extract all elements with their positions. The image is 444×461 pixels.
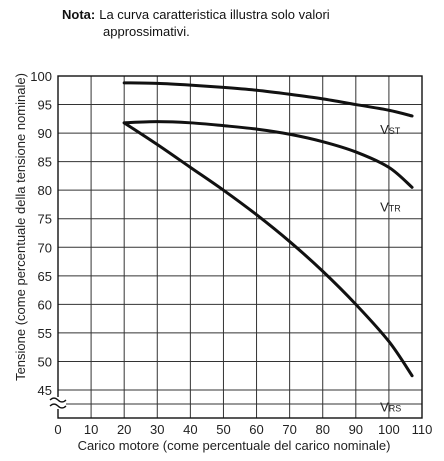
series-label-main: V xyxy=(380,199,389,214)
chart-note: Nota: La curva caratteristica illustra so… xyxy=(62,6,422,40)
series-label-sub: RS xyxy=(389,404,402,414)
series-label-tr: VTR xyxy=(380,199,401,214)
series-line-rs xyxy=(122,121,414,378)
series-line-st xyxy=(122,81,414,118)
x-tick-labels: 0 10 20 30 40 50 60 70 80 90 100 110 xyxy=(54,422,432,437)
y-tick-labels: 45 50 55 60 65 70 75 80 85 90 95 100 xyxy=(30,69,52,398)
x-tick-label: 40 xyxy=(183,422,197,437)
y-tick-label: 75 xyxy=(38,212,52,227)
x-tick-label: 110 xyxy=(412,422,433,437)
y-tick-label: 70 xyxy=(38,240,52,255)
x-tick-label: 90 xyxy=(349,422,363,437)
plot-frame xyxy=(57,75,423,419)
x-tick-label: 0 xyxy=(54,422,61,437)
y-tick-label: 45 xyxy=(38,383,52,398)
series-label-rs: VRS xyxy=(380,400,401,415)
series-line-tr xyxy=(122,120,414,189)
y-tick-label: 90 xyxy=(38,126,52,141)
plot-border xyxy=(57,75,423,419)
y-axis-break-symbol xyxy=(49,397,67,409)
axis-break-wave xyxy=(49,397,67,403)
series-label-main: V xyxy=(380,122,389,137)
x-axis-label: Carico motore (come percentuale del cari… xyxy=(78,438,391,453)
axis-break-wave xyxy=(49,403,67,409)
y-tick-label: 65 xyxy=(38,269,52,284)
x-tick-label: 100 xyxy=(378,422,400,437)
axis-break-gap xyxy=(50,397,66,409)
note-label: Nota: xyxy=(62,7,96,22)
note-text-line-1: La curva caratteristica illustra solo va… xyxy=(99,7,330,22)
series-label-sub: TR xyxy=(389,203,401,213)
note-text-line-2: approssimativi. xyxy=(103,24,190,39)
series-label-sub: ST xyxy=(389,126,401,136)
x-tick-label: 30 xyxy=(150,422,164,437)
x-tick-label: 70 xyxy=(282,422,296,437)
y-tick-label: 60 xyxy=(38,297,52,312)
y-tick-label: 55 xyxy=(38,326,52,341)
y-tick-label: 50 xyxy=(38,354,52,369)
y-tick-label: 95 xyxy=(38,98,52,113)
series-label-main: V xyxy=(380,400,389,415)
y-tick-label: 80 xyxy=(38,183,52,198)
x-tick-label: 80 xyxy=(315,422,329,437)
x-tick-label: 60 xyxy=(249,422,263,437)
x-tick-label: 50 xyxy=(216,422,230,437)
x-tick-label: 20 xyxy=(117,422,131,437)
y-axis-label: Tensione (come percentuale della tension… xyxy=(13,73,28,381)
series-curves xyxy=(122,81,414,378)
x-tick-label: 10 xyxy=(84,422,98,437)
y-tick-label: 85 xyxy=(38,155,52,170)
series-label-st: VST xyxy=(380,122,401,137)
y-tick-label: 100 xyxy=(30,69,52,84)
